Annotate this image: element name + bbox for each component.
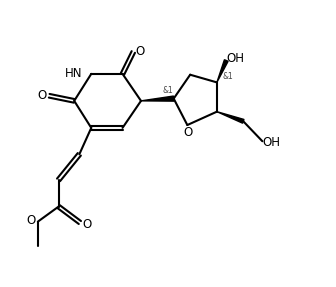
Text: &1: &1 — [163, 86, 173, 95]
Text: &1: &1 — [222, 72, 233, 81]
Text: OH: OH — [226, 52, 244, 65]
Text: O: O — [26, 214, 35, 227]
Polygon shape — [217, 112, 244, 123]
Text: O: O — [82, 218, 92, 231]
Text: HN: HN — [65, 67, 82, 80]
Polygon shape — [141, 96, 174, 101]
Polygon shape — [217, 60, 228, 82]
Text: OH: OH — [262, 136, 281, 149]
Text: O: O — [135, 44, 144, 58]
Text: O: O — [38, 89, 47, 102]
Text: O: O — [184, 126, 193, 139]
